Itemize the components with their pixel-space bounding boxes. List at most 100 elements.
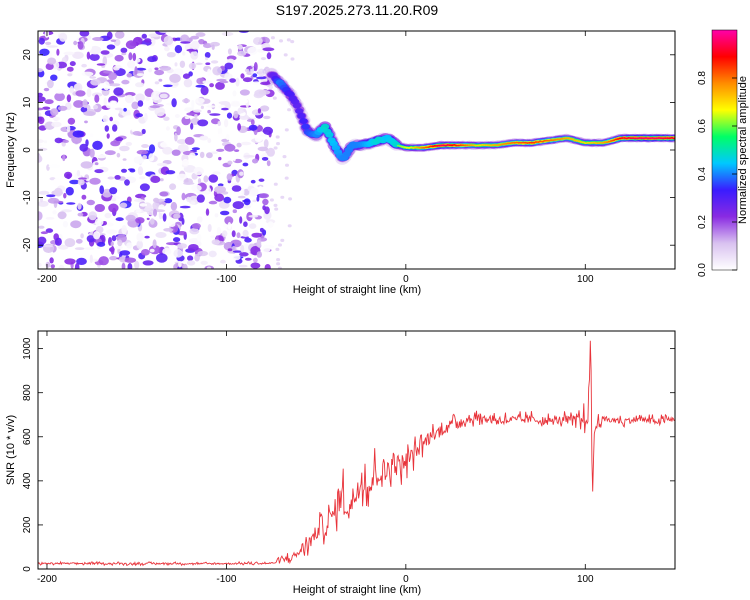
spectrogram-noise-blob [135,209,142,213]
spectrogram-noise-blob [75,238,83,244]
spectrogram-noise-blob [52,177,62,187]
spectrogram-noise-blob [290,40,295,44]
x-tick-label: 0 [403,274,409,285]
x-tick-label: -200 [37,274,57,285]
spectrogram-ridge-cell [459,144,463,147]
spectrogram-noise-blob [242,162,249,167]
spectrogram-noise-blob [158,78,163,82]
spectrogram-noise-blob [78,177,87,180]
spectrogram-noise-blob [40,196,43,203]
spectrogram-noise-blob [110,100,118,108]
spectrogram-noise-blob [232,250,243,253]
spectrogram-noise-blob [253,37,263,46]
spectrogram-noise-blob [226,112,233,119]
spectrogram-noise-blob [94,169,104,174]
spectrogram-noise-blob [113,65,120,71]
spectrogram-noise-blob [190,35,200,40]
spectrogram-noise-blob [43,244,54,248]
spectrogram-noise-blob [242,77,253,83]
spectrogram-noise-blob [150,175,161,183]
spectrogram-noise-blob [232,209,237,214]
spectrogram-noise-blob [221,32,234,36]
spectrogram-noise-blob [210,125,221,129]
spectrogram-noise-blob [202,80,213,84]
spectrogram-noise-blob [81,63,87,68]
spectrogram-noise-blob [104,125,110,132]
spectrogram-noise-blob [197,178,202,184]
spectrogram-noise-blob [40,231,49,235]
spectrogram-noise-blob [99,185,104,195]
spectrogram-noise-blob [187,255,194,261]
spectrogram-noise-blob [268,85,273,90]
spectrogram-noise-blob [89,133,94,137]
spectrogram-ridge-cell [562,137,566,140]
spectrogram-noise-blob [62,220,68,228]
spectrogram-noise-blob [61,209,72,213]
spectrogram-ridge-cell [320,123,330,130]
spectrogram-noise-blob [38,153,41,163]
spectrogram-noise-blob [94,162,99,166]
spectrogram-noise-blob [253,257,258,263]
spectrogram-noise-blob [123,107,127,112]
spectrogram-noise-blob [160,141,168,148]
spectrogram-noise-blob [173,213,181,219]
x-tick-label: 0 [403,574,409,585]
spectrogram-noise-blob [149,248,155,253]
spectrogram-ridge-cell [545,139,549,142]
x-tick-label: 100 [577,574,594,585]
spectrogram-noise-blob [121,79,130,85]
spectrogram-noise-blob [124,115,135,119]
spectrogram-noise-blob [274,207,279,211]
spectrogram-noise-blob [222,230,228,237]
spectrogram-noise-blob [184,136,195,145]
spectrogram-noise-blob [121,168,127,173]
spectrogram-noise-blob [162,146,173,155]
spectrogram-noise-blob [207,68,212,77]
spectrogram-noise-blob [110,86,114,92]
spectrogram-noise-blob [258,193,269,199]
spectrogram-noise-blob [162,247,172,256]
figure-title: S197.2025.273.11.20.R09 [276,2,439,18]
spectrogram-noise-blob [139,176,146,180]
spectrogram-noise-blob [104,150,116,156]
spectrogram-noise-blob [82,99,88,109]
spectrogram-ridge-cell [543,139,547,142]
spectrogram-noise-blob [81,225,89,230]
spectrogram-noise-blob [229,37,234,44]
spectrogram-noise-blob [197,250,208,257]
spectrogram-noise-blob [114,31,125,39]
spectrogram-ridge-cell [584,142,588,145]
spectrogram-noise-blob [236,142,242,148]
colorbar-tick-label: 0.0 [697,263,708,277]
spectrogram-noise-blob [211,44,215,50]
spectrogram-noise-blob [149,98,154,107]
spectrogram-noise-blob [275,135,280,139]
spectrogram-noise-blob [239,89,250,96]
spectrogram-noise-blob [142,260,154,266]
spectrogram-noise-blob [114,245,123,250]
spectrogram-noise-blob [103,97,108,106]
spectrogram-noise-blob [69,61,76,67]
colorbar: 0.0 0.2 0.4 0.6 0.8 Normalized spectral ampl… [697,29,749,277]
spectrogram-noise-blob [46,194,56,198]
spectrogram-noise-blob [134,260,140,269]
spectrogram-noise-blob [283,53,288,57]
spectrogram-noise-blob [251,109,263,116]
spectrogram-noise-blob [252,199,257,203]
spectrogram-noise-blob [154,67,159,71]
spectrogram-noise-blob [146,190,152,200]
spectrogram-noise-blob [94,204,106,212]
spectrogram-noise-blob [174,45,183,54]
spectrogram-noise-blob [286,38,291,42]
snr-x-axis: -200 -100 0 100 [37,331,594,585]
spectrogram-noise-blob [66,66,74,72]
spectrogram-noise-blob [208,250,217,258]
spectrogram-noise-blob [224,216,234,225]
spectrogram-noise-blob [148,33,161,38]
spectrogram-noise-blob [223,196,232,204]
spectrogram-noise-blob [111,235,117,242]
spectrogram-noise-blob [99,250,107,255]
spectrogram-noise-blob [132,52,137,62]
spectrogram-noise-blob [205,57,209,61]
spectrogram-noise-blob [188,62,197,70]
